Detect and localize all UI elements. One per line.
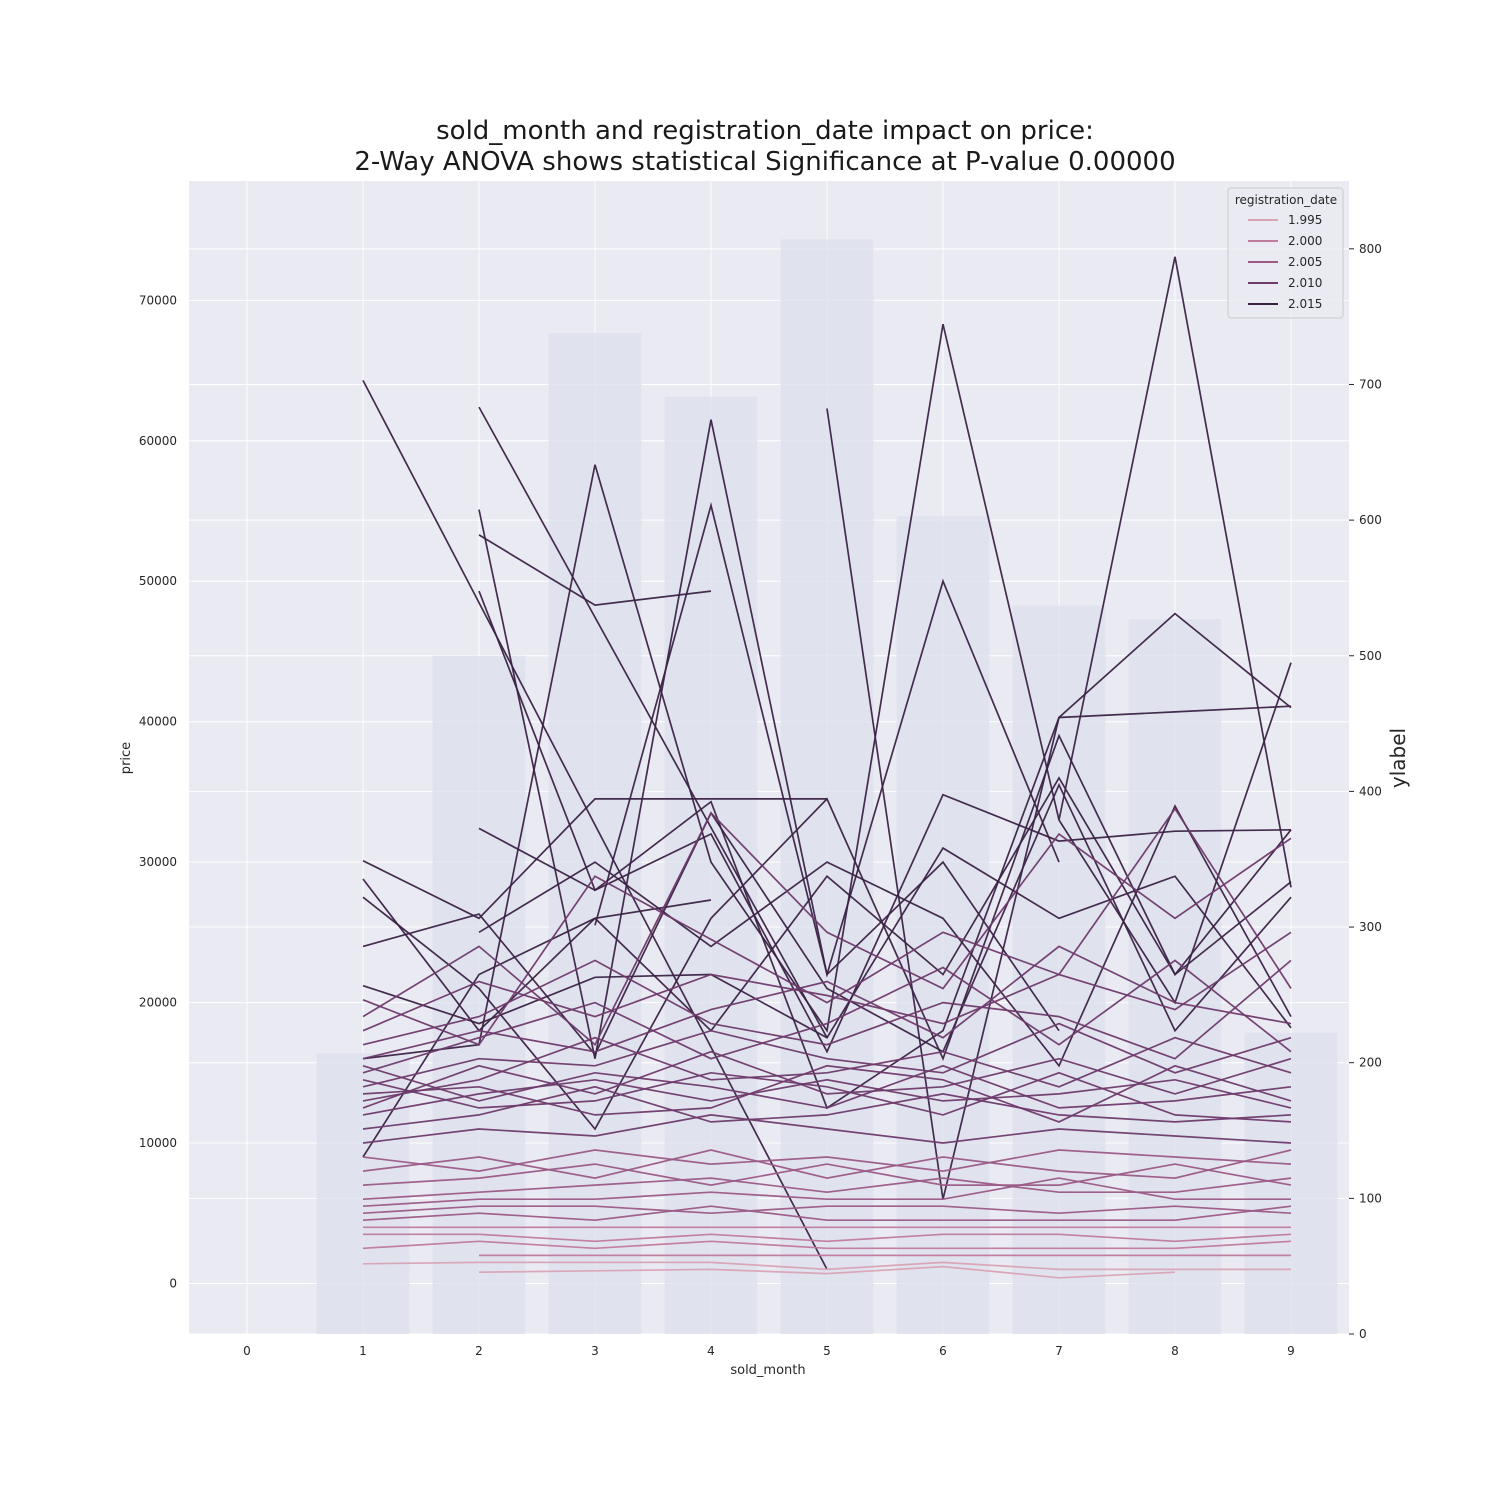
chart-subtitle: 2-Way ANOVA shows statistical Significan… [354, 147, 1176, 177]
series-line [362, 1064, 1292, 1123]
series-line [363, 1233, 1292, 1243]
right-tick-labels: 0 100 200 300 400 500 600 700 800 [1349, 242, 1382, 1341]
legend-label: 2.000 [1288, 234, 1322, 248]
series-line [362, 945, 1292, 1060]
y-tick-label: 60000 [139, 434, 177, 448]
series-line [478, 406, 828, 1039]
line-series [362, 256, 1292, 1279]
series-line [362, 931, 1292, 1032]
y-right-axis-label: ylabel [1386, 728, 1410, 788]
x-tick-label: 9 [1287, 1344, 1295, 1358]
x-tick-label: 5 [823, 1344, 831, 1358]
series-line [362, 878, 712, 1032]
series-line [478, 419, 1060, 1059]
left-tick-labels: 0 10000 20000 30000 40000 50000 60000 70000 [139, 293, 177, 1290]
series-line [362, 959, 1292, 1060]
x-tick-labels: 0 1 2 3 4 5 6 7 8 9 [243, 1344, 1295, 1358]
legend-label: 1.995 [1288, 213, 1322, 227]
series-line [362, 798, 827, 920]
series-line [362, 380, 828, 1270]
bar [780, 239, 874, 1334]
series-line [362, 782, 1292, 1057]
y-tick-label: 70000 [139, 293, 177, 307]
series-line [362, 1149, 1292, 1179]
legend-label: 2.010 [1288, 276, 1322, 290]
bar [1244, 1032, 1338, 1334]
legend: registration_date 1.995 2.000 2.005 2.010 2.… [1227, 187, 1344, 319]
bar [316, 1053, 410, 1334]
series-line [362, 1163, 1292, 1186]
x-tick-label: 4 [707, 1344, 715, 1358]
bar [1128, 619, 1222, 1334]
y-right-tick-label: 400 [1359, 784, 1382, 798]
x-axis-label: sold_month [730, 1363, 805, 1378]
series-line [362, 1261, 1291, 1271]
series-line [362, 1114, 1292, 1144]
x-tick-label: 6 [939, 1344, 947, 1358]
y-right-tick-label: 800 [1359, 242, 1382, 256]
y-right-tick-label: 100 [1359, 1191, 1382, 1205]
y-tick-label: 30000 [139, 855, 177, 869]
series-line [362, 1022, 1292, 1088]
legend-title: registration_date [1235, 193, 1337, 207]
y-right-tick-label: 600 [1359, 513, 1382, 527]
x-tick-label: 2 [475, 1344, 483, 1358]
series-line [362, 1050, 1292, 1109]
series-line [362, 1064, 1292, 1109]
y-tick-label: 20000 [139, 996, 177, 1010]
y-right-tick-label: 500 [1359, 649, 1382, 663]
series-line [362, 1177, 1291, 1208]
y-right-tick-label: 200 [1359, 1056, 1382, 1070]
y-tick-label: 10000 [139, 1136, 177, 1150]
y-right-tick-label: 300 [1359, 920, 1382, 934]
series-line [362, 959, 1292, 1074]
legend-entries: 1.995 2.000 2.005 2.010 2.015 [1248, 213, 1322, 311]
series-line [362, 256, 1292, 1060]
x-tick-label: 0 [243, 1344, 251, 1358]
series-line [478, 804, 1292, 1068]
y-tick-label: 40000 [139, 715, 177, 729]
legend-box [1227, 187, 1344, 319]
series-line [362, 1240, 1292, 1250]
series-line [362, 807, 1292, 1046]
y-right-tick-label: 700 [1359, 377, 1382, 391]
series-line [362, 733, 1292, 1131]
x-tick-label: 7 [1055, 1344, 1063, 1358]
series-line [362, 811, 1292, 1047]
bar [896, 516, 990, 1334]
series-line [362, 1085, 1292, 1130]
bar [1012, 605, 1106, 1334]
series-line [362, 776, 1292, 1158]
x-tick-label: 1 [359, 1344, 367, 1358]
y-tick-label: 0 [169, 1276, 177, 1290]
series-line [478, 534, 712, 606]
series-line [362, 1205, 1292, 1215]
series-line [362, 1036, 1292, 1102]
series-line [478, 793, 1292, 1054]
x-tick-label: 8 [1171, 1344, 1179, 1358]
legend-label: 2.005 [1288, 255, 1322, 269]
y-right-tick-label: 0 [1359, 1327, 1367, 1341]
legend-label: 2.015 [1288, 297, 1322, 311]
y-tick-label: 50000 [139, 574, 177, 588]
x-tick-label: 3 [591, 1344, 599, 1358]
series-line [478, 1265, 1176, 1279]
chart-title: sold_month and registration_date impact … [436, 116, 1094, 146]
y-axis-label: price [119, 742, 134, 774]
chart-title-block: sold_month and registration_date impact … [180, 116, 1350, 178]
series-line [594, 502, 1060, 978]
series-line [362, 1205, 1292, 1222]
